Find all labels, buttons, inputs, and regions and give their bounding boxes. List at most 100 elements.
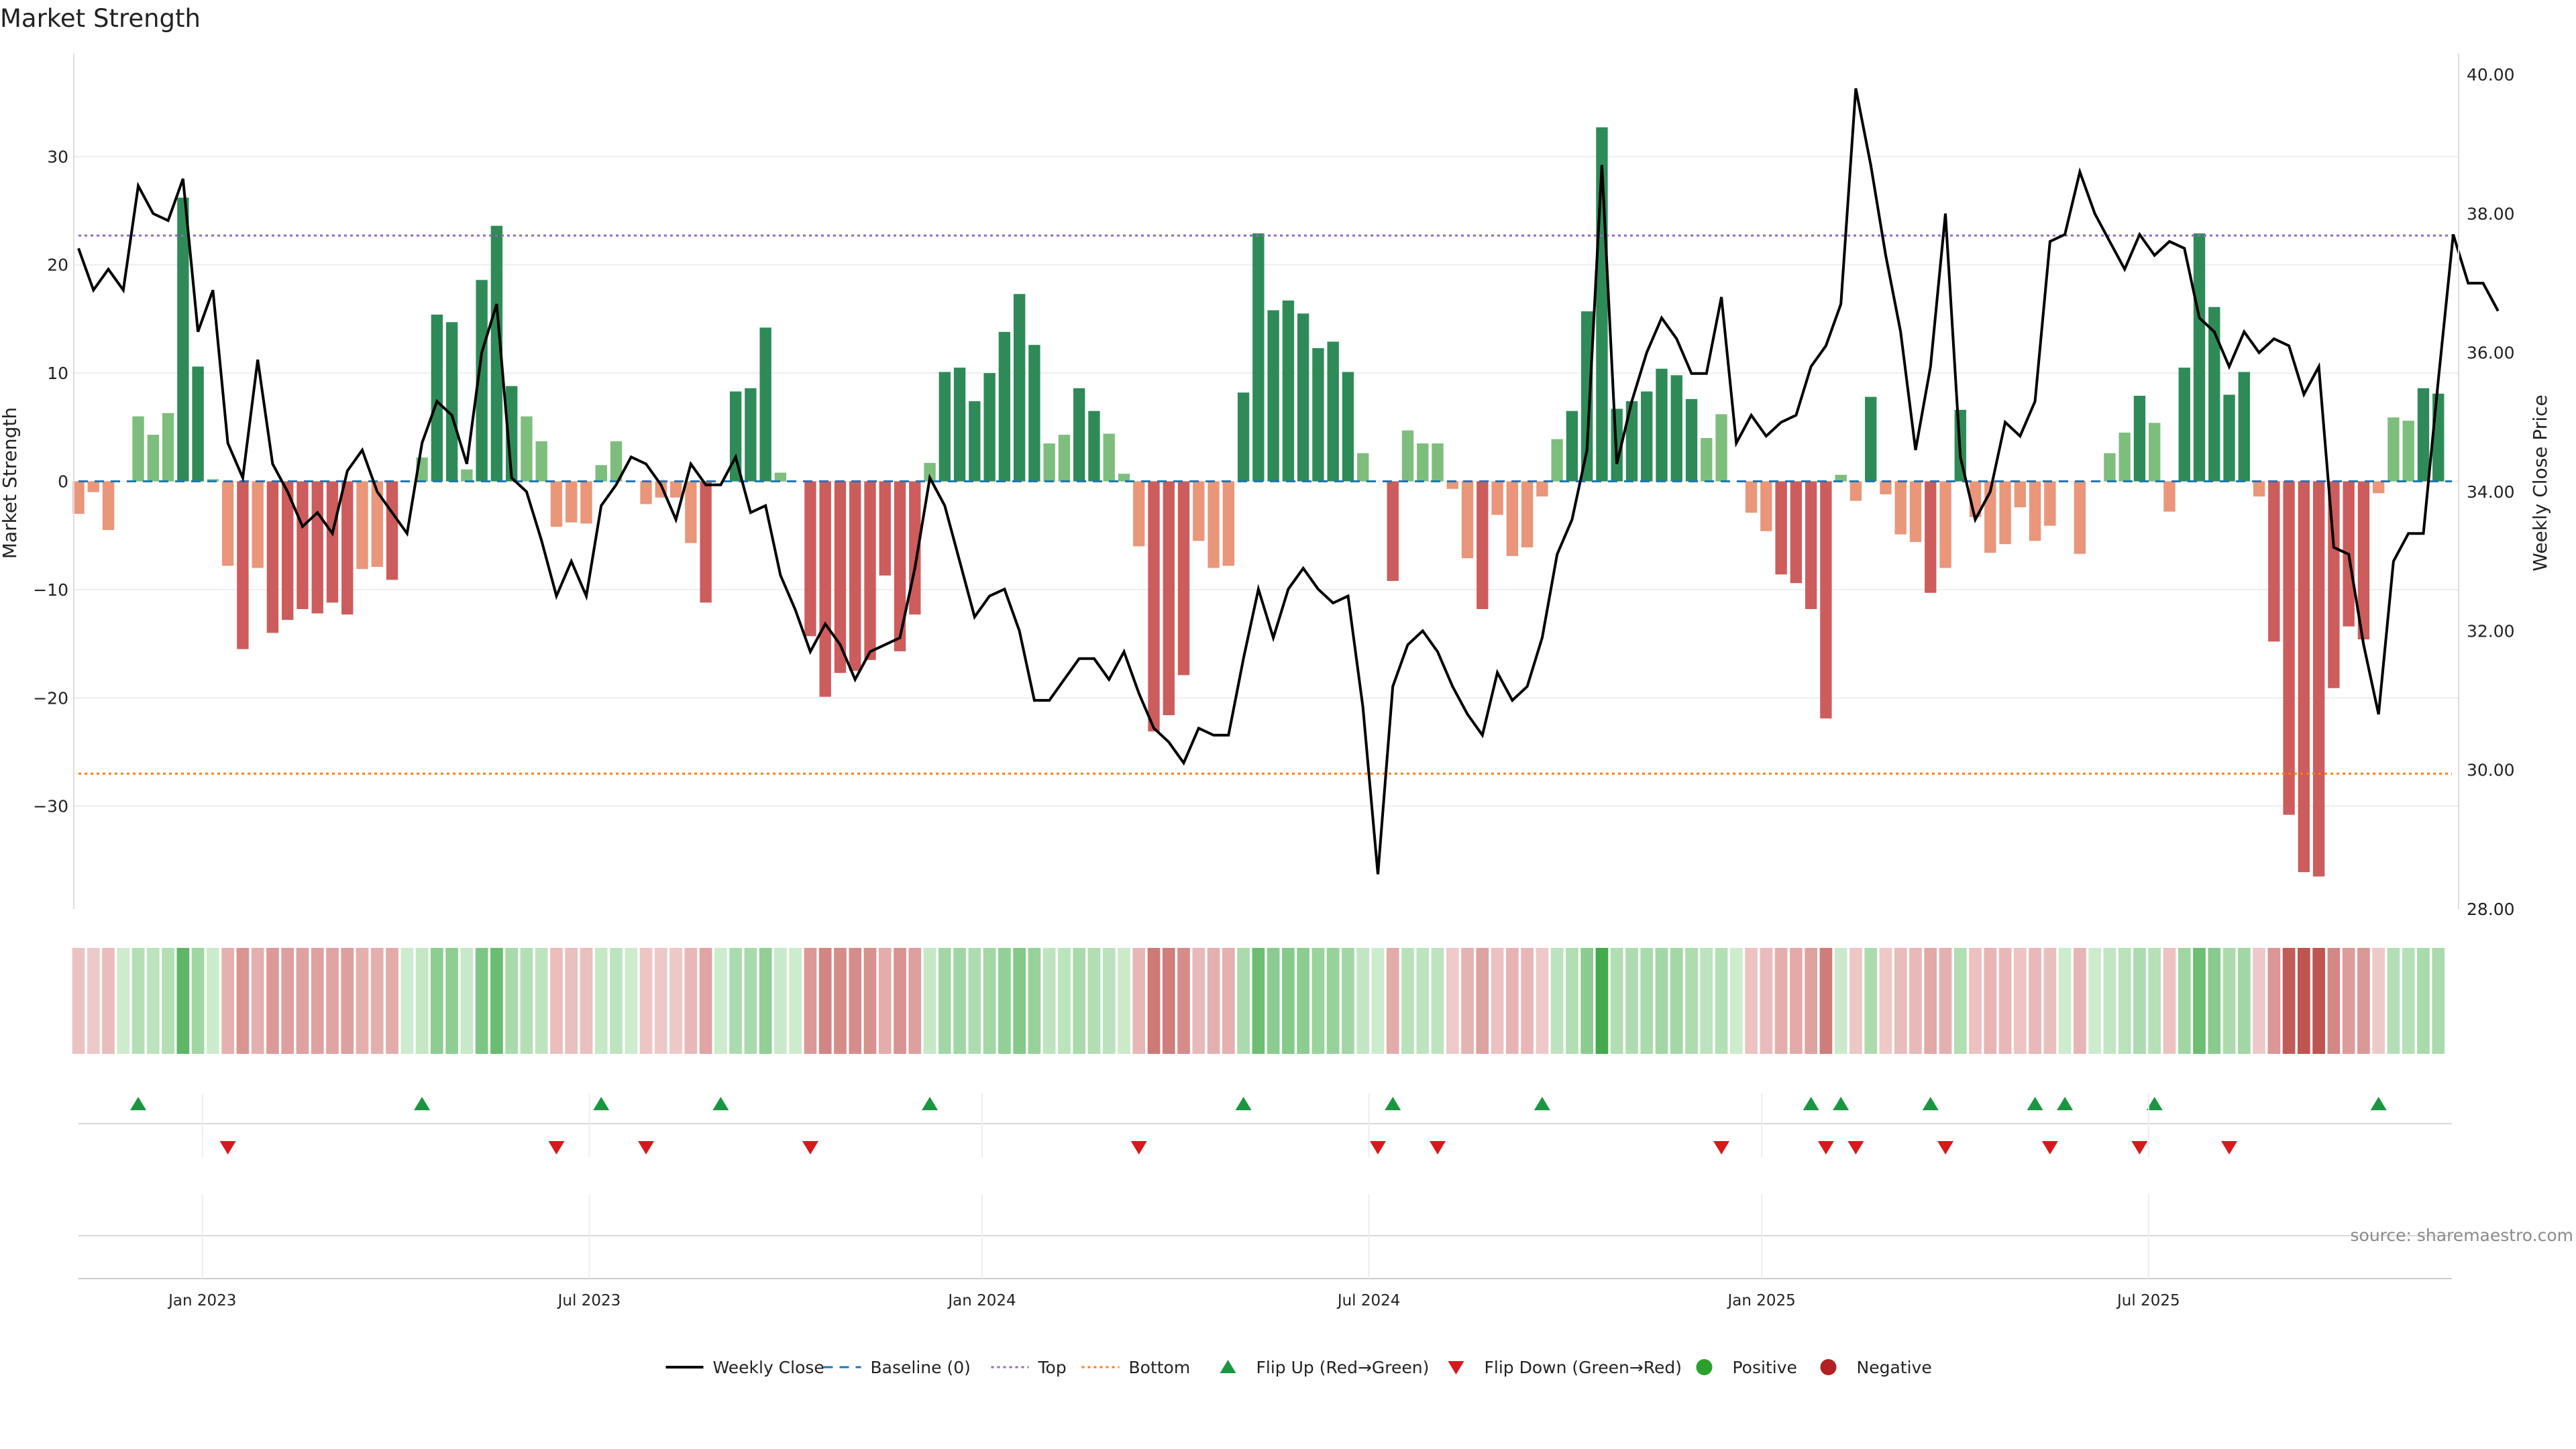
heat-cell: [2088, 948, 2102, 1054]
heat-cell: [2298, 948, 2310, 1054]
heat-cell: [1371, 948, 1385, 1054]
strength-bar: [1312, 347, 1324, 482]
strength-bar: [266, 481, 279, 633]
strength-bar: [445, 322, 458, 482]
heat-cell: [1924, 948, 1937, 1054]
strength-bar: [2283, 481, 2295, 815]
heat-cell: [639, 948, 653, 1054]
heat-cell: [2133, 948, 2146, 1054]
strength-bar: [535, 441, 547, 482]
heat-cell: [2267, 948, 2281, 1054]
strength-bar: [1148, 481, 1160, 732]
strength-bar: [371, 481, 383, 567]
heat-cell: [520, 948, 533, 1054]
heat-cell: [356, 948, 369, 1054]
strength-bar: [490, 225, 503, 482]
strength-bar: [1805, 481, 1817, 609]
heat-cell: [1311, 948, 1325, 1054]
heat-cell: [774, 948, 787, 1054]
legend: Weekly Close Baseline (0) Top Bottom Flip Up…: [665, 1358, 1932, 1377]
heat-cell: [207, 948, 219, 1054]
strength-bar: [1193, 481, 1205, 541]
heat-cell: [2013, 948, 2027, 1054]
heat-cell: [998, 948, 1011, 1054]
y-axis-right-label: Weekly Close Price: [2529, 394, 2551, 571]
legend-label: Positive: [1733, 1358, 1797, 1377]
strength-bar: [1625, 401, 1638, 482]
strength-bar: [177, 197, 189, 482]
strength-bar: [924, 463, 936, 482]
legend-item-baseline: Baseline (0): [823, 1358, 971, 1377]
strength-bar: [1790, 481, 1803, 584]
heat-cell: [1461, 948, 1474, 1054]
heat-cell: [1745, 948, 1758, 1054]
heat-cell: [1058, 948, 1071, 1054]
strength-bar: [1387, 481, 1399, 581]
flip-up-marker: [1833, 1097, 1849, 1110]
strength-bar: [1103, 433, 1115, 482]
heat-cell: [2253, 948, 2265, 1054]
strength-bar: [2104, 453, 2116, 482]
legend-item-line: Weekly Close: [665, 1358, 824, 1377]
heat-cell: [1521, 948, 1534, 1054]
strength-bar: [87, 481, 99, 492]
legend-item-flipup: Flip Up (Red→Green): [1220, 1358, 1429, 1377]
strength-bar: [1506, 481, 1519, 556]
strength-bar: [326, 481, 339, 603]
heat-cell: [1028, 948, 1041, 1054]
x-tick-label: Jan 2024: [947, 1292, 1016, 1309]
flip-down-marker: [1430, 1141, 1446, 1155]
x-tick-label: Jul 2024: [1336, 1292, 1401, 1309]
heat-cell: [580, 948, 593, 1054]
strength-bar: [700, 481, 712, 603]
heat-cell: [2327, 948, 2341, 1054]
strength-bar: [102, 481, 115, 531]
legend-label: Flip Down (Green→Red): [1485, 1358, 1682, 1377]
heat-cell: [2118, 948, 2131, 1054]
heat-cell: [594, 948, 608, 1054]
strength-bar: [282, 481, 294, 621]
y-tick-left: −10: [33, 580, 68, 600]
strength-bar: [162, 413, 174, 482]
flip-down-marker: [638, 1141, 655, 1155]
flip-down-marker: [548, 1141, 565, 1155]
heat-cell: [1580, 948, 1594, 1054]
heat-cell: [2029, 948, 2041, 1054]
strength-bar: [1073, 388, 1085, 482]
legend-item-bottom: Bottom: [1081, 1358, 1190, 1377]
heat-cell: [251, 948, 264, 1054]
heat-cell: [2074, 948, 2086, 1054]
strength-bar: [1580, 311, 1593, 482]
heat-cell: [2222, 948, 2236, 1054]
heat-cell: [1207, 948, 1220, 1054]
heat-cell: [176, 948, 190, 1054]
strength-bar: [2178, 368, 2190, 482]
heat-cell: [1013, 948, 1026, 1054]
heat-cell: [430, 948, 443, 1054]
strength-bar: [2372, 481, 2385, 494]
heat-cell: [131, 948, 145, 1054]
heat-cell: [1118, 948, 1130, 1054]
strength-bar: [550, 481, 563, 527]
strength-bar: [2149, 423, 2161, 482]
legend-label: Weekly Close: [713, 1358, 824, 1377]
strength-bar: [237, 481, 249, 649]
strength-bar: [1670, 375, 1682, 482]
heat-cell: [1700, 948, 1713, 1054]
strength-bar: [1775, 481, 1787, 575]
heat-cell: [1550, 948, 1564, 1054]
strength-bar: [745, 388, 757, 482]
strength-bar: [461, 469, 473, 482]
flip-down-marker: [1847, 1141, 1864, 1155]
legend-item-positive: Positive: [1696, 1358, 1797, 1377]
strength-bar: [1432, 443, 1444, 482]
flip-up-marker: [1235, 1097, 1252, 1110]
strength-bar: [1835, 474, 1847, 482]
strength-bar: [849, 481, 861, 671]
flip-up-marker: [2370, 1097, 2387, 1110]
heat-cell: [2163, 948, 2176, 1054]
heat-cell: [445, 948, 458, 1054]
y-tick-left: −20: [33, 688, 68, 708]
x-tick-label: Jan 2023: [167, 1292, 236, 1309]
strength-bar: [1401, 430, 1414, 482]
